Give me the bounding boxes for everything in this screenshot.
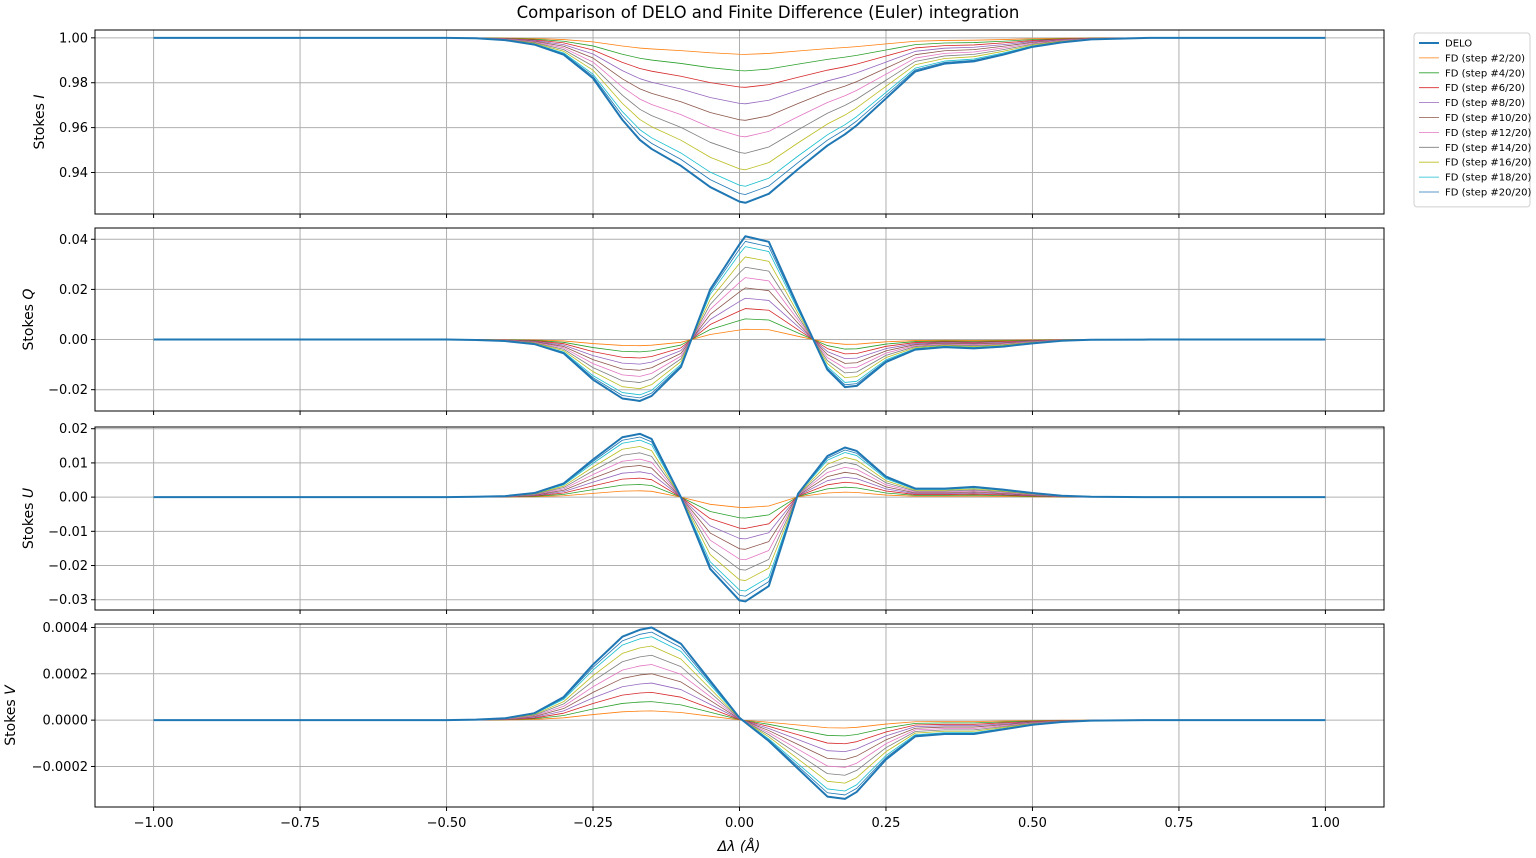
y-tick-label: 0.00: [59, 491, 88, 506]
legend-entry: FD (step #2/20): [1445, 53, 1525, 64]
subplot-2: −0.03 −0.02 −0.01 0.00 0.01 0.02 Stokes U: [21, 422, 1385, 614]
subplot-3: −0.0002 0.0000 0.0002 0.0004 −1.00 −0.75 −0.50…: [3, 621, 1385, 831]
series-line-delo: [153, 235, 1326, 402]
legend-entry: FD (step #6/20): [1445, 83, 1525, 94]
legend-entry: FD (step #18/20): [1445, 173, 1532, 184]
y-tick-label: 0.01: [59, 456, 88, 471]
subplot-0: 0.94 0.96 0.98 1.00 Stokes I: [32, 29, 1385, 218]
x-tick-label: −0.75: [280, 816, 320, 831]
series-lines: [153, 235, 1326, 402]
legend-entry: FD (step #20/20): [1445, 188, 1532, 199]
x-tick-label: 1.00: [1311, 816, 1340, 831]
legend-entry: FD (step #14/20): [1445, 143, 1532, 154]
x-tick-label: 0.75: [1164, 816, 1193, 831]
y-tick-label: 0.02: [59, 422, 88, 437]
y-tick-label: −0.02: [48, 559, 88, 574]
y-tick-label: −0.03: [48, 593, 88, 608]
legend-entry: FD (step #8/20): [1445, 98, 1525, 109]
y-tick-label: 0.02: [59, 283, 88, 298]
legend-entry: FD (step #12/20): [1445, 128, 1532, 139]
chart-title: Comparison of DELO and Finite Difference…: [517, 3, 1020, 22]
legend-entry: FD (step #4/20): [1445, 68, 1525, 79]
legend: DELO FD (step #2/20) FD (step #4/20) FD (st…: [1413, 32, 1532, 208]
series-line-delo: [153, 36, 1326, 204]
y-tick-label: 0.94: [59, 166, 88, 181]
y-axis-label: Stokes V: [3, 684, 19, 746]
legend-frame: [1413, 32, 1531, 208]
y-tick-label: 0.0002: [43, 667, 89, 682]
series-lines: [153, 432, 1326, 603]
legend-entry: DELO: [1445, 39, 1472, 50]
y-tick-label: 0.98: [59, 76, 88, 91]
y-tick-label: 0.0004: [43, 621, 89, 636]
legend-entry: FD (step #10/20): [1445, 113, 1532, 124]
x-tick-label: 0.50: [1018, 816, 1047, 831]
x-tick-label: −0.50: [427, 816, 467, 831]
subplot-grid: 0.94 0.96 0.98 1.00 Stokes I −0.02 0.00 0.02 0.0…: [3, 29, 1385, 831]
series-lines: [153, 36, 1326, 204]
y-axis-label: Stokes U: [21, 488, 37, 549]
y-tick-label: −0.01: [48, 525, 88, 540]
x-axis-label: Δλ (Å): [717, 838, 761, 855]
x-tick-label: 0.25: [872, 816, 901, 831]
legend-entry: FD (step #16/20): [1445, 158, 1532, 169]
y-tick-label: 0.0000: [43, 714, 89, 729]
series-line-delo: [153, 432, 1326, 603]
series-line-delo: [153, 626, 1326, 800]
y-axis-label: Stokes I: [32, 94, 48, 149]
y-tick-label: −0.02: [48, 383, 88, 398]
subplot-1: −0.02 0.00 0.02 0.04 Stokes Q: [21, 227, 1385, 415]
y-tick-label: 0.04: [59, 233, 88, 248]
x-tick-label: 0.00: [725, 816, 754, 831]
x-tick-label: −1.00: [134, 816, 174, 831]
y-tick-label: 1.00: [59, 31, 88, 46]
y-tick-label: 0.00: [59, 333, 88, 348]
series-lines: [153, 626, 1326, 800]
x-tick-label: −0.25: [573, 816, 613, 831]
y-tick-label: −0.0002: [32, 760, 88, 775]
y-axis-label: Stokes Q: [21, 289, 37, 351]
y-tick-label: 0.96: [59, 121, 88, 136]
